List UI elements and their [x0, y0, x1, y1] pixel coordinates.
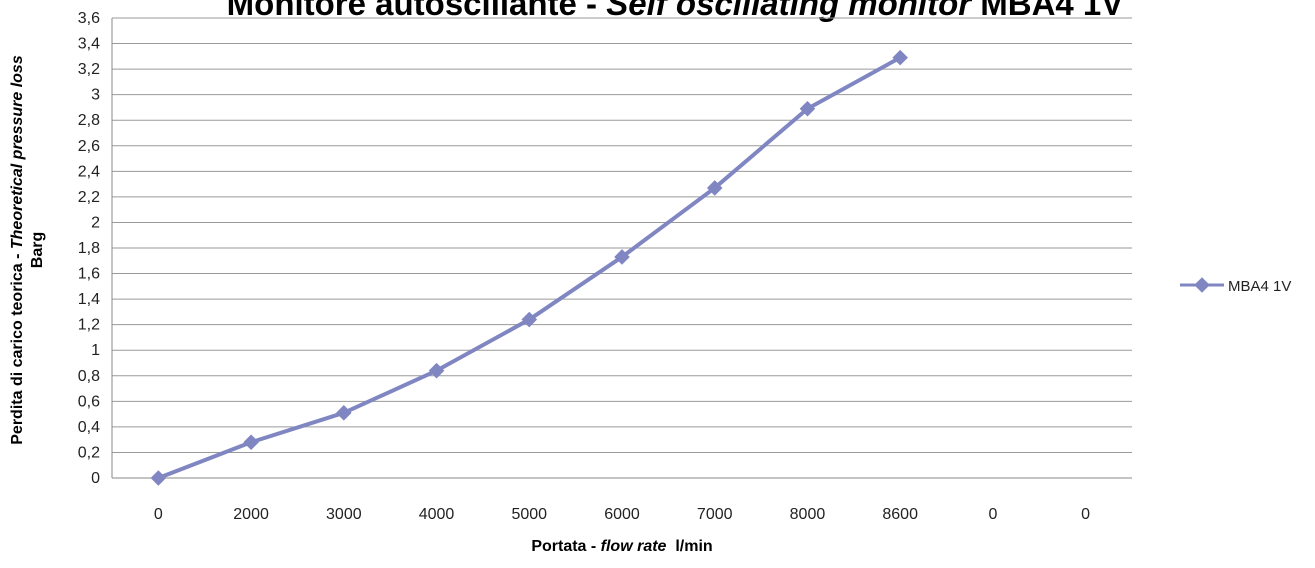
- x-tick-label: 5000: [511, 506, 547, 523]
- legend-label: MBA4 1V: [1228, 278, 1291, 295]
- x-tick-label: 0: [1081, 506, 1090, 523]
- y-tick-label: 0,8: [78, 368, 100, 385]
- x-tick-label: 2000: [233, 506, 269, 523]
- y-tick-labels: 0 0,2 0,4 0,6 0,8 1 1,2 1,4 1,6 1,8 2 2,2 2,4 2,6 2,8 3…: [78, 10, 100, 487]
- y-axis-unit: Barg: [29, 232, 46, 268]
- x-tick-label: 4000: [419, 506, 455, 523]
- svg-text:Perdita di carico teorica - Th: Perdita di carico teorica - Theoretical …: [9, 55, 26, 445]
- y-tick-label: 2,4: [78, 163, 100, 180]
- y-tick-label: 3: [91, 87, 100, 104]
- chart-title: Monitore autoscillante - Self oscillatin…: [227, 0, 1124, 22]
- gridlines: [112, 17, 1132, 453]
- series-group: [150, 49, 908, 486]
- y-axis-label: Perdita di carico teorica - Theoretical …: [9, 55, 46, 445]
- x-tick-label: 0: [154, 506, 163, 523]
- chart-title-part1: Monitore autoscillante -: [227, 0, 607, 22]
- y-tick-label: 0,2: [78, 444, 100, 461]
- y-tick-label: 2,6: [78, 138, 100, 155]
- data-point: [336, 405, 352, 421]
- y-tick-label: 1,2: [78, 317, 100, 334]
- y-tick-label: 1,4: [78, 291, 100, 308]
- x-axis-label-part2: flow rate: [601, 538, 667, 555]
- y-tick-label: 0,6: [78, 393, 100, 410]
- x-tick-label: 7000: [697, 506, 733, 523]
- y-axis-label-part2: Theoretical pressure loss: [9, 55, 26, 249]
- x-tick-label: 0: [988, 506, 997, 523]
- data-point: [150, 470, 167, 486]
- y-tick-label: 3,2: [78, 61, 100, 78]
- x-tick-label: 6000: [604, 506, 640, 523]
- y-tick-label: 3,6: [78, 10, 100, 27]
- legend-marker: [1194, 277, 1210, 293]
- data-point: [614, 249, 630, 265]
- y-tick-label: 1,6: [78, 266, 100, 283]
- x-axis-label-part1: Portata -: [531, 538, 600, 555]
- x-axis-label: Portata - flow rate l/min: [531, 538, 712, 555]
- chart-title-part3: MBA4 1V: [971, 0, 1123, 22]
- x-axis-label-part3: l/min: [666, 538, 712, 555]
- y-tick-label: 2,8: [78, 112, 100, 129]
- x-tick-labels: 0 2000 3000 4000 5000 6000 7000 8000 8600 0 0: [154, 506, 1090, 523]
- data-point: [892, 49, 908, 66]
- data-point: [706, 180, 723, 196]
- y-tick-label: 2,2: [78, 189, 100, 206]
- x-tick-label: 8600: [882, 506, 918, 523]
- y-axis-label-part1: Perdita di carico teorica -: [9, 249, 26, 445]
- y-tick-label: 0,4: [78, 419, 100, 436]
- x-tick-label: 8000: [790, 506, 826, 523]
- y-tick-label: 3,4: [78, 36, 100, 53]
- data-point: [243, 434, 259, 451]
- y-tick-label: 1,8: [78, 240, 100, 257]
- legend: MBA4 1V: [1180, 277, 1291, 295]
- y-tick-label: 1: [91, 342, 100, 359]
- y-tick-label: 0: [91, 470, 100, 487]
- x-tick-label: 3000: [326, 506, 362, 523]
- y-tick-label: 2: [91, 214, 100, 231]
- chart-title-part2: Self oscillating monitor: [606, 0, 973, 22]
